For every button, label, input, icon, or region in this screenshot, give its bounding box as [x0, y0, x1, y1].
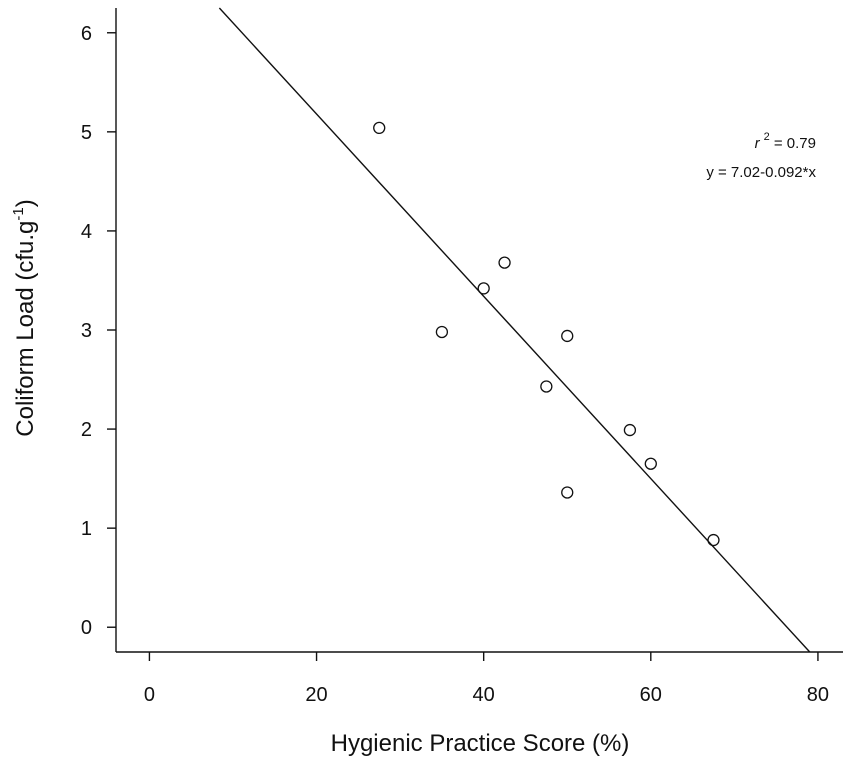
data-point: [561, 486, 574, 499]
x-axis: 0 20 40 60 80: [116, 651, 843, 706]
y-tick-label: 4: [81, 221, 92, 243]
x-tick-label: 60: [640, 684, 662, 706]
x-tick-label: 80: [807, 684, 829, 706]
data-point: [623, 423, 637, 437]
data-point: [373, 121, 386, 135]
x-ticks: 0 20 40 60 80: [144, 652, 829, 706]
x-tick-label: 40: [473, 684, 495, 706]
y-axis: 0 1 2 3 4 5 6: [81, 8, 117, 652]
data-points: [373, 121, 720, 547]
data-point: [477, 282, 490, 295]
regression-line: [218, 7, 811, 653]
data-point: [644, 457, 657, 470]
regression-equation: y = 7.02-0.092*x: [706, 164, 816, 181]
y-tick-label: 6: [81, 23, 92, 45]
x-tick-label: 0: [144, 684, 155, 706]
y-ticks: 0 1 2 3 4 5 6: [81, 23, 116, 639]
y-tick-label: 0: [81, 617, 92, 639]
data-point: [435, 325, 449, 339]
y-tick-label: 1: [81, 518, 92, 540]
x-tick-label: 20: [305, 684, 327, 706]
y-axis-title: Coliform Load (cfu.g-1): [10, 199, 39, 436]
y-tick-label: 3: [81, 320, 92, 342]
data-point: [498, 256, 511, 269]
data-point: [561, 329, 574, 343]
x-axis-title: Hygienic Practice Score (%): [331, 730, 630, 757]
y-tick-label: 2: [81, 419, 92, 441]
y-tick-label: 5: [81, 122, 92, 144]
data-point: [707, 533, 720, 547]
data-point: [540, 380, 553, 393]
